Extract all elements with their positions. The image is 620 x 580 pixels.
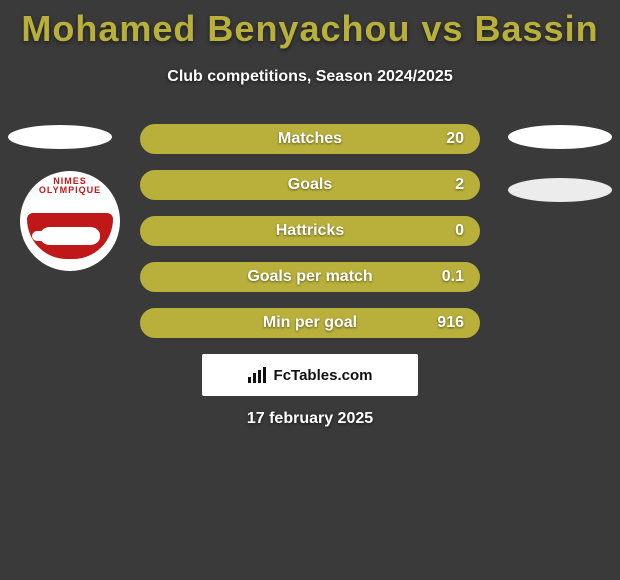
player-oval-right-2 [508, 178, 612, 202]
badge-line2: OLYMPIQUE [39, 185, 101, 195]
page-title: Mohamed Benyachou vs Bassin [0, 0, 620, 50]
bar-value: 2 [455, 176, 464, 194]
subtitle: Club competitions, Season 2024/2025 [0, 68, 620, 86]
date: 17 february 2025 [0, 410, 620, 428]
bar-goals: Goals 2 [140, 170, 480, 200]
player-oval-right-1 [508, 125, 612, 149]
bars-chart-icon [248, 367, 268, 383]
club-badge: NIMES OLYMPIQUE [20, 171, 120, 271]
bar-label: Min per goal [263, 314, 357, 332]
bar-label: Goals per match [247, 268, 372, 286]
fctables-logo-box: FcTables.com [202, 354, 418, 396]
crocodile-icon [40, 227, 100, 245]
bar-hattricks: Hattricks 0 [140, 216, 480, 246]
badge-red-area [27, 213, 113, 259]
bar-label: Hattricks [276, 222, 344, 240]
bar-min-per-goal: Min per goal 916 [140, 308, 480, 338]
stats-bars: Matches 20 Goals 2 Hattricks 0 Goals per… [140, 124, 480, 354]
bar-value: 0.1 [442, 268, 464, 286]
bar-value: 916 [437, 314, 464, 332]
bar-label: Matches [278, 130, 342, 148]
fctables-logo-text: FcTables.com [274, 367, 373, 384]
bar-label: Goals [288, 176, 332, 194]
bar-value: 0 [455, 222, 464, 240]
bar-value: 20 [446, 130, 464, 148]
badge-text: NIMES OLYMPIQUE [39, 177, 101, 196]
player-oval-left [8, 125, 112, 149]
bar-matches: Matches 20 [140, 124, 480, 154]
bar-goals-per-match: Goals per match 0.1 [140, 262, 480, 292]
